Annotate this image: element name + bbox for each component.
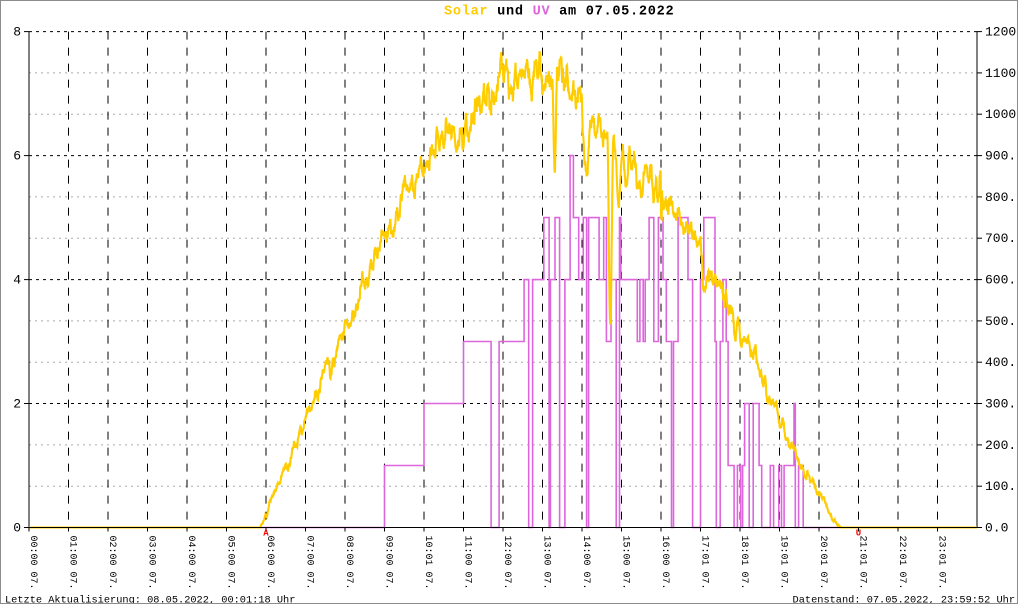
svg-text:07.: 07.	[304, 572, 315, 590]
svg-text:02:00: 02:00	[106, 536, 117, 566]
svg-text:07.: 07.	[462, 572, 473, 590]
svg-text:03:00: 03:00	[146, 536, 157, 566]
svg-text:15:00: 15:00	[620, 536, 631, 566]
svg-text:07.: 07.	[936, 572, 947, 590]
svg-text:13:00: 13:00	[541, 536, 552, 566]
svg-text:A: A	[263, 529, 269, 539]
svg-text:07.: 07.	[738, 572, 749, 590]
svg-text:1200.0: 1200.0	[985, 25, 1018, 40]
svg-text:8: 8	[13, 25, 21, 40]
svg-text:11:00: 11:00	[462, 536, 473, 566]
svg-text:700.0: 700.0	[985, 231, 1018, 246]
svg-text:900.0: 900.0	[985, 149, 1018, 164]
svg-text:Solar und UV am 07.05.2022: Solar und UV am 07.05.2022	[444, 5, 674, 20]
svg-text:16:00: 16:00	[659, 536, 670, 566]
svg-text:07.: 07.	[778, 572, 789, 590]
svg-text:0.0: 0.0	[985, 521, 1008, 536]
svg-text:07.: 07.	[580, 572, 591, 590]
svg-text:07.: 07.	[225, 572, 236, 590]
svg-text:2: 2	[13, 397, 21, 412]
svg-text:1000.0: 1000.0	[985, 107, 1018, 122]
svg-text:300.0: 300.0	[985, 397, 1018, 412]
svg-text:100.0: 100.0	[985, 479, 1018, 494]
svg-text:17:01: 17:01	[699, 536, 710, 566]
svg-text:800.0: 800.0	[985, 190, 1018, 205]
svg-text:23:01: 23:01	[936, 536, 947, 566]
svg-text:07.: 07.	[699, 572, 710, 590]
svg-text:06:00: 06:00	[264, 536, 275, 566]
svg-text:20:01: 20:01	[817, 536, 828, 566]
svg-text:12:00: 12:00	[501, 536, 512, 566]
svg-text:07.: 07.	[422, 572, 433, 590]
svg-text:07.: 07.	[620, 572, 631, 590]
svg-text:6: 6	[13, 149, 21, 164]
svg-text:07.: 07.	[264, 572, 275, 590]
svg-text:4: 4	[13, 273, 21, 288]
svg-text:21:01: 21:01	[857, 536, 868, 566]
svg-text:200.0: 200.0	[985, 438, 1018, 453]
svg-text:22:01: 22:01	[896, 536, 907, 566]
svg-text:07.: 07.	[857, 572, 868, 590]
svg-text:19:01: 19:01	[778, 536, 789, 566]
svg-text:07.: 07.	[106, 572, 117, 590]
svg-text:14:00: 14:00	[580, 536, 591, 566]
svg-text:18:01: 18:01	[738, 536, 749, 566]
svg-text:07.: 07.	[659, 572, 670, 590]
svg-text:07.: 07.	[383, 572, 394, 590]
svg-text:07.: 07.	[185, 572, 196, 590]
svg-text:Datenstand: 07.05.2022, 23:59:: Datenstand: 07.05.2022, 23:59:52 Uhr	[793, 595, 1015, 605]
svg-text:10:01: 10:01	[422, 536, 433, 566]
svg-text:U: U	[856, 529, 861, 539]
svg-text:01:00: 01:00	[67, 536, 78, 566]
svg-text:07:00: 07:00	[304, 536, 315, 566]
svg-text:08:00: 08:00	[343, 536, 354, 566]
svg-text:600.0: 600.0	[985, 273, 1018, 288]
svg-text:07.: 07.	[541, 572, 552, 590]
svg-text:1100.0: 1100.0	[985, 66, 1018, 81]
svg-text:05:00: 05:00	[225, 536, 236, 566]
svg-text:07.: 07.	[146, 572, 157, 590]
svg-text:04:00: 04:00	[185, 536, 196, 566]
svg-text:00:00: 00:00	[27, 536, 38, 566]
svg-text:07.: 07.	[343, 572, 354, 590]
svg-text:07.: 07.	[27, 572, 38, 590]
svg-text:400.0: 400.0	[985, 355, 1018, 370]
svg-text:0: 0	[13, 521, 21, 536]
svg-text:07.: 07.	[817, 572, 828, 590]
svg-text:07.: 07.	[501, 572, 512, 590]
svg-text:500.0: 500.0	[985, 314, 1018, 329]
svg-text:09:00: 09:00	[383, 536, 394, 566]
svg-text:Letzte Aktualisierung: 08.05.2: Letzte Aktualisierung: 08.05.2022, 00:01…	[5, 595, 295, 605]
svg-text:07.: 07.	[67, 572, 78, 590]
svg-text:07.: 07.	[896, 572, 907, 590]
